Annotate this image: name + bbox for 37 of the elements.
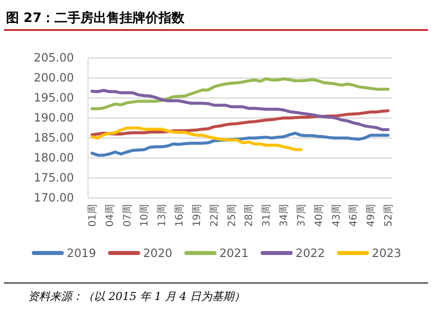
y-tick-label: 190.00 [34,110,74,125]
legend-label: 2019 [66,246,96,260]
x-tick-label: 40周 [314,204,325,227]
x-tick-label: 49周 [366,204,378,227]
chart-title: 图 27：二手房出售挂牌价指数 [6,10,186,26]
line-series [90,132,390,157]
x-tick-label: 01周 [88,204,98,227]
x-tick-label: 16周 [174,204,186,227]
y-tick-label: 170.00 [34,190,74,205]
legend-label: 2023 [372,246,402,260]
y-tick-label: 205.00 [34,50,74,65]
x-tick-label: 37周 [296,204,308,227]
x-tick-label: 07周 [122,204,134,227]
legend-label: 2020 [143,246,172,260]
x-tick-label: 25周 [226,204,238,227]
text: 资料来源：（以 2015 年 1 月 4 日为基期） [28,290,245,303]
legend-label: 2022 [296,246,325,260]
x-tick-label: 31周 [262,204,273,227]
y-tick-label: 175.00 [34,170,74,185]
line-series [90,126,302,152]
x-tick-label: 52周 [384,204,394,227]
line-series [90,77,390,110]
x-tick-label: 13周 [157,204,168,227]
x-tick-label: 22周 [209,204,220,227]
x-tick-label: 34周 [279,204,290,227]
x-tick-label: 46周 [348,204,360,227]
y-tick-label: 200.00 [34,70,74,85]
y-tick-label: 195.00 [34,90,74,105]
y-tick-label: 185.00 [34,130,74,145]
legend-label: 2021 [219,246,249,260]
x-tick-label: 04周 [104,204,116,227]
x-tick-label: 19周 [192,204,203,227]
y-tick-label: 180.00 [34,150,74,165]
x-tick-label: 10周 [140,204,151,227]
line-series [90,88,390,132]
x-tick-label: 28周 [244,204,256,227]
x-tick-label: 43周 [331,204,342,227]
